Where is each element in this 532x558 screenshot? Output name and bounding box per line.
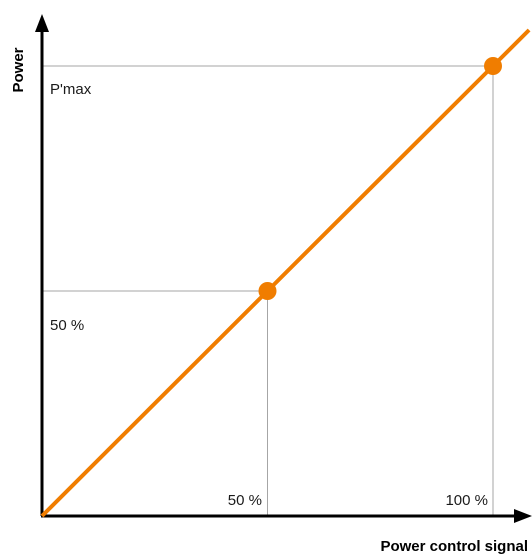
x-tick-label-100: 100 % — [445, 492, 488, 509]
y-axis-title: Power — [10, 47, 27, 92]
data-point-0 — [258, 282, 277, 300]
x-tick-label-50: 50 % — [228, 492, 262, 509]
series-line-0 — [40, 28, 531, 518]
data-point-1 — [484, 57, 502, 75]
x-axis-arrow-icon — [514, 509, 532, 523]
y-axis-arrow-icon — [35, 14, 49, 32]
y-tick-label-pmax: P'max — [50, 81, 92, 98]
series-group — [40, 28, 531, 518]
y-tick-label-50: 50 % — [50, 317, 84, 334]
x-axis-title: Power control signal — [380, 538, 528, 555]
guide-lines — [42, 65, 494, 516]
